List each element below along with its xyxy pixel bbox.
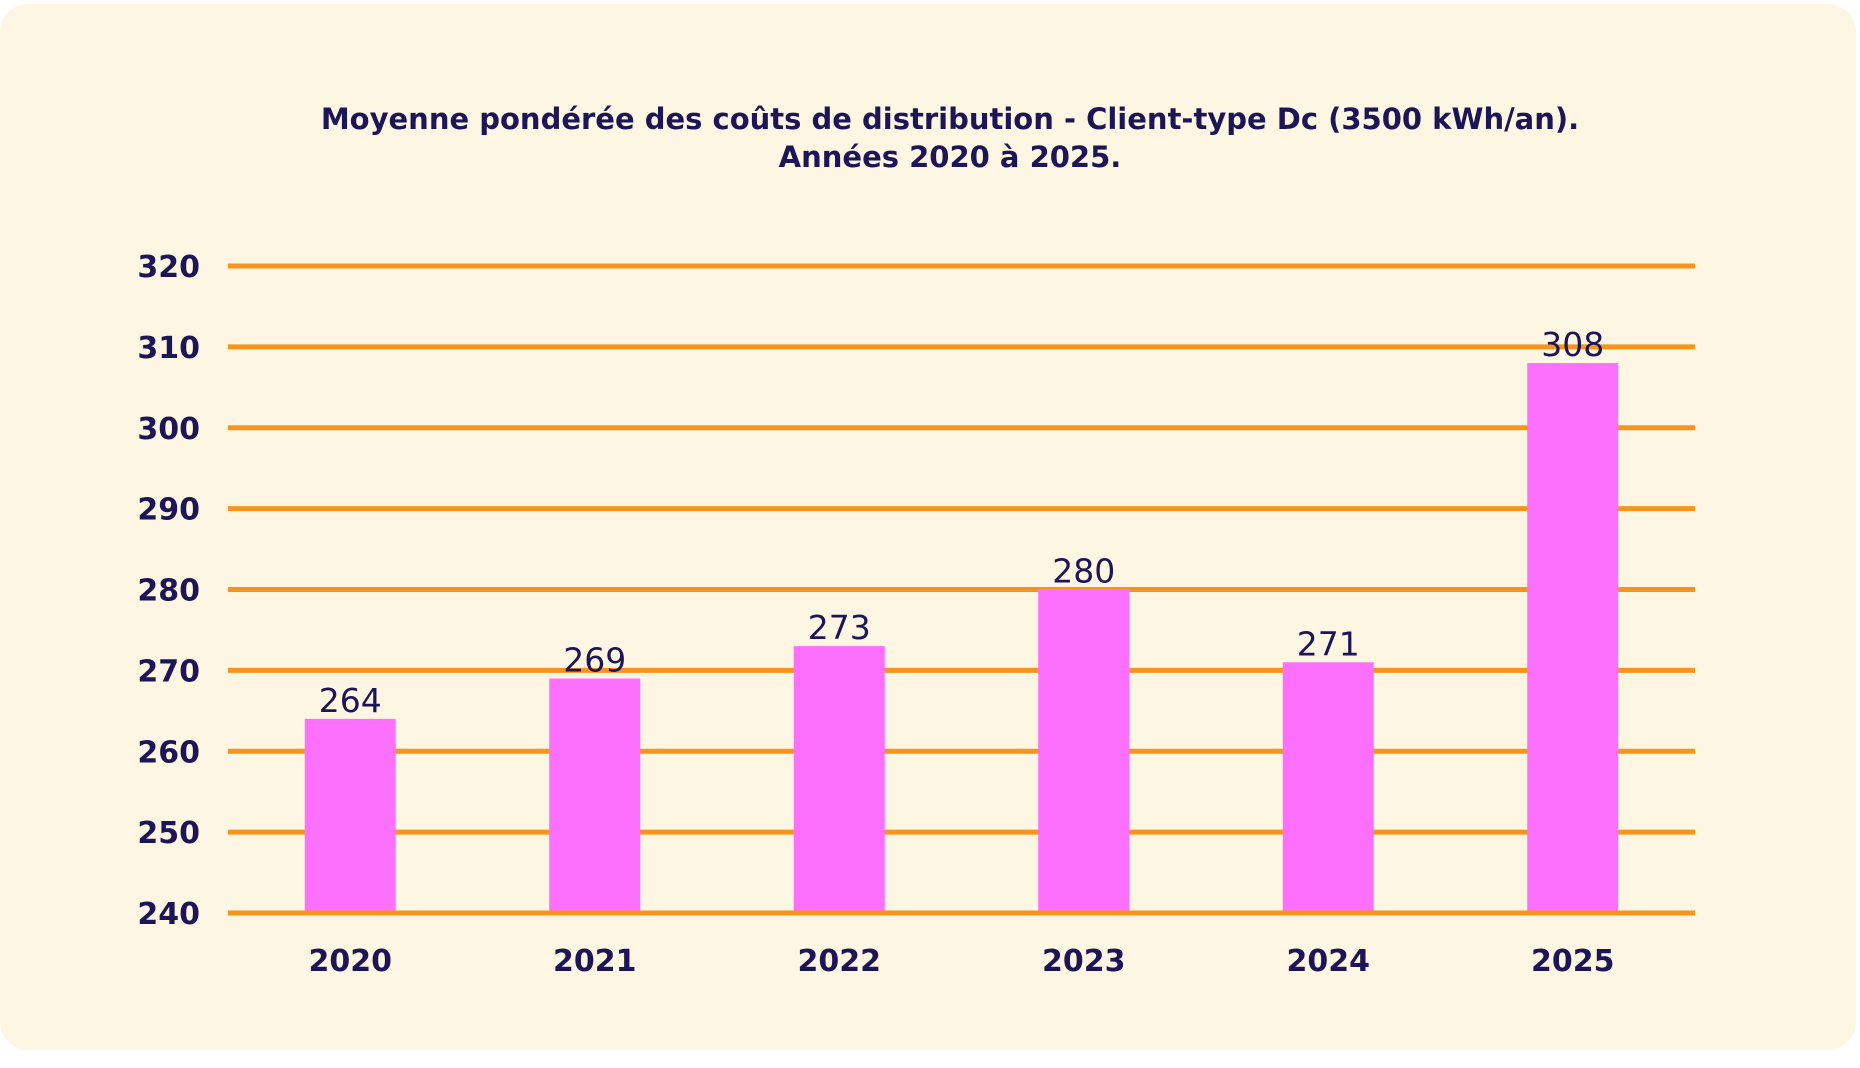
x-tick-label: 2023 [1042,944,1126,979]
data-labels: 264 269 273 280 271 308 [319,325,1605,720]
y-tick-label: 300 [137,412,200,447]
data-label: 280 [1052,552,1115,591]
bars [228,363,1695,916]
data-label: 264 [319,681,382,720]
chart-title: Moyenne pondérée des coûts de distributi… [0,100,1860,176]
data-label: 308 [1541,325,1604,364]
y-tick-label: 280 [137,574,200,609]
y-tick-label: 250 [137,816,200,851]
data-label: 271 [1297,624,1360,663]
data-label: 273 [808,608,871,647]
gridlines [228,263,1695,916]
y-tick-label: 290 [137,493,200,528]
chart-title-line: Moyenne pondérée des coûts de distributi… [320,102,1580,136]
bar [1282,662,1374,913]
x-tick-label: 2025 [1531,944,1615,979]
x-tick-label: 2020 [309,944,393,979]
y-tick-label: 240 [137,897,200,932]
y-tick-label: 310 [137,331,200,366]
x-tick-label: 2022 [798,944,882,979]
x-tick-label: 2021 [553,944,637,979]
bar [549,678,641,913]
bar [1038,589,1130,913]
y-axis-ticks: 240 250 260 270 280 290 300 310 320 [137,250,200,932]
bar [304,718,396,913]
y-tick-label: 320 [137,250,200,285]
x-axis-ticks: 2020 2021 2022 2023 2024 2025 [309,944,1615,979]
y-tick-label: 270 [137,654,200,689]
bar [793,646,885,913]
y-tick-label: 260 [137,735,200,770]
chart-subtitle-line: Années 2020 à 2025. [778,140,1122,174]
bar [1527,363,1619,913]
data-label: 269 [563,640,626,679]
x-tick-label: 2024 [1287,944,1371,979]
